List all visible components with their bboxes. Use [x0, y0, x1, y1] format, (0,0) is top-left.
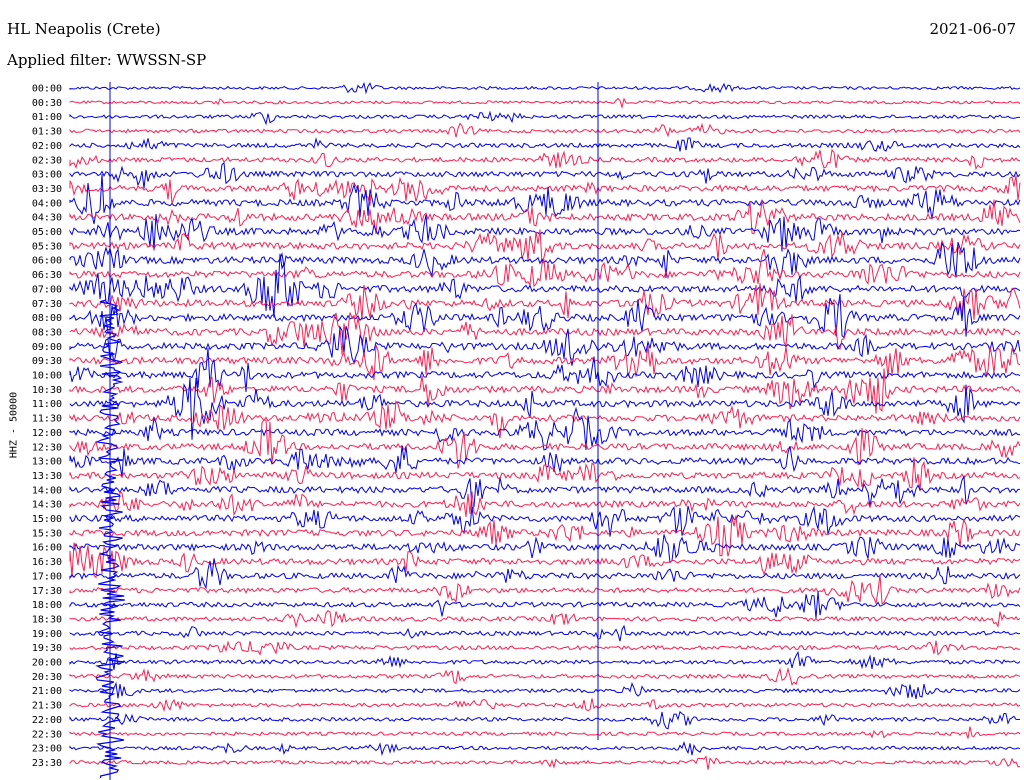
- trace-row: [69, 726, 1021, 739]
- row-time-label: 18:30: [32, 614, 62, 625]
- filter-label: Applied filter: WWSSN-SP: [7, 51, 207, 69]
- trace-row: [69, 542, 1021, 579]
- trace-row: [69, 515, 1021, 557]
- row-time-label: 04:00: [32, 198, 62, 209]
- trace-row: [69, 325, 1021, 366]
- row-time-label: 12:30: [32, 442, 62, 453]
- trace-row: [69, 474, 1020, 510]
- row-time-label: 10:30: [32, 385, 62, 396]
- row-time-label: 02:00: [32, 141, 62, 152]
- row-time-label: 08:00: [32, 313, 62, 324]
- trace-row: [69, 344, 1021, 381]
- trace-row: [69, 445, 1021, 477]
- row-time-label: 22:00: [32, 715, 62, 726]
- row-time-label: 12:00: [32, 428, 62, 439]
- trace-row: [69, 214, 1021, 252]
- row-time-label: 10:00: [32, 371, 62, 382]
- trace-row: [69, 173, 1021, 225]
- trace-row: [69, 755, 1020, 770]
- row-time-label: 06:00: [32, 256, 62, 267]
- station-title: HL Neapolis (Crete): [7, 20, 161, 38]
- row-time-label: 09:30: [32, 356, 62, 367]
- row-time-label: 05:00: [32, 227, 62, 238]
- row-time-label: 17:00: [32, 571, 62, 582]
- row-time-label: 15:00: [32, 514, 62, 525]
- row-time-label: 23:30: [32, 758, 62, 769]
- trace-row: [69, 505, 1021, 537]
- trace-row: [69, 558, 1021, 590]
- trace-row: [69, 199, 1021, 235]
- row-time-label: 16:30: [32, 557, 62, 568]
- row-time-label: 23:00: [32, 744, 62, 755]
- row-time-label: 09:00: [32, 342, 62, 353]
- trace-row: [69, 624, 1021, 642]
- row-time-label: 16:00: [32, 543, 62, 554]
- row-time-label: 11:30: [32, 414, 62, 425]
- trace-row: [69, 457, 1021, 492]
- row-time-label: 22:30: [32, 729, 62, 740]
- trace-group: [69, 81, 1021, 779]
- row-time-label: 04:30: [32, 213, 62, 224]
- trace-row: [69, 591, 1021, 619]
- trace-row: [69, 312, 1021, 355]
- trace-row: [69, 110, 1020, 126]
- row-time-label: 19:30: [32, 643, 62, 654]
- row-time-label: 07:00: [32, 284, 62, 295]
- row-time-label: 20:30: [32, 672, 62, 683]
- row-time-label: 03:30: [32, 184, 62, 195]
- trace-row: [69, 534, 1021, 564]
- row-time-label: 01:30: [32, 127, 62, 138]
- trace-row: [69, 666, 1021, 686]
- row-time-label: 21:00: [32, 686, 62, 697]
- row-time-label: 14:00: [32, 485, 62, 496]
- row-time-label: 18:00: [32, 600, 62, 611]
- trace-row: [69, 348, 1021, 393]
- trace-row: [69, 136, 1021, 152]
- row-time-label: 19:00: [32, 629, 62, 640]
- trace-row: [69, 610, 1021, 629]
- row-time-label: 07:30: [32, 299, 62, 310]
- row-time-label: 13:00: [32, 457, 62, 468]
- row-time-label: 15:30: [32, 528, 62, 539]
- trace-row: [69, 249, 1021, 288]
- trace-row: [69, 681, 1021, 700]
- row-time-label: 05:30: [32, 241, 62, 252]
- row-time-label: 08:30: [32, 327, 62, 338]
- row-time-label: 17:30: [32, 586, 62, 597]
- trace-row: [69, 253, 1021, 318]
- trace-row: [69, 698, 1021, 713]
- trace-row: [69, 122, 1021, 138]
- trace-row: [69, 229, 1021, 264]
- row-time-label: 11:00: [32, 399, 62, 410]
- trace-row: [69, 97, 1021, 110]
- date-label: 2021-06-07: [929, 20, 1016, 38]
- row-time-label: 14:30: [32, 500, 62, 511]
- row-time-label: 01:00: [32, 112, 62, 123]
- row-label-group: 00:00 00:30 01:00 01:30 02:00 02:30 03:00 03:30…: [32, 84, 62, 769]
- trace-row: [69, 175, 1021, 206]
- trace-row: [69, 368, 1021, 414]
- trace-row: [69, 400, 1021, 439]
- trace-row: [69, 650, 1021, 670]
- trace-row: [69, 148, 1021, 171]
- row-time-label: 00:30: [32, 98, 62, 109]
- trace-row: [69, 419, 1021, 469]
- row-time-label: 02:30: [32, 155, 62, 166]
- trace-row: [69, 491, 1021, 517]
- trace-row: [69, 282, 1021, 321]
- row-time-label: 03:00: [32, 170, 62, 181]
- trace-row: [69, 741, 1021, 757]
- row-time-label: 06:30: [32, 270, 62, 281]
- trace-row: [69, 377, 1021, 440]
- row-time-label: 21:30: [32, 701, 62, 712]
- row-time-label: 13:30: [32, 471, 62, 482]
- trace-row: [69, 574, 1021, 605]
- trace-row: [69, 710, 1021, 730]
- trace-row: [69, 161, 1021, 189]
- trace-row: [69, 81, 1021, 95]
- trace-row: [69, 640, 1021, 656]
- row-time-label: 20:00: [32, 658, 62, 669]
- row-time-label: 00:00: [32, 84, 62, 95]
